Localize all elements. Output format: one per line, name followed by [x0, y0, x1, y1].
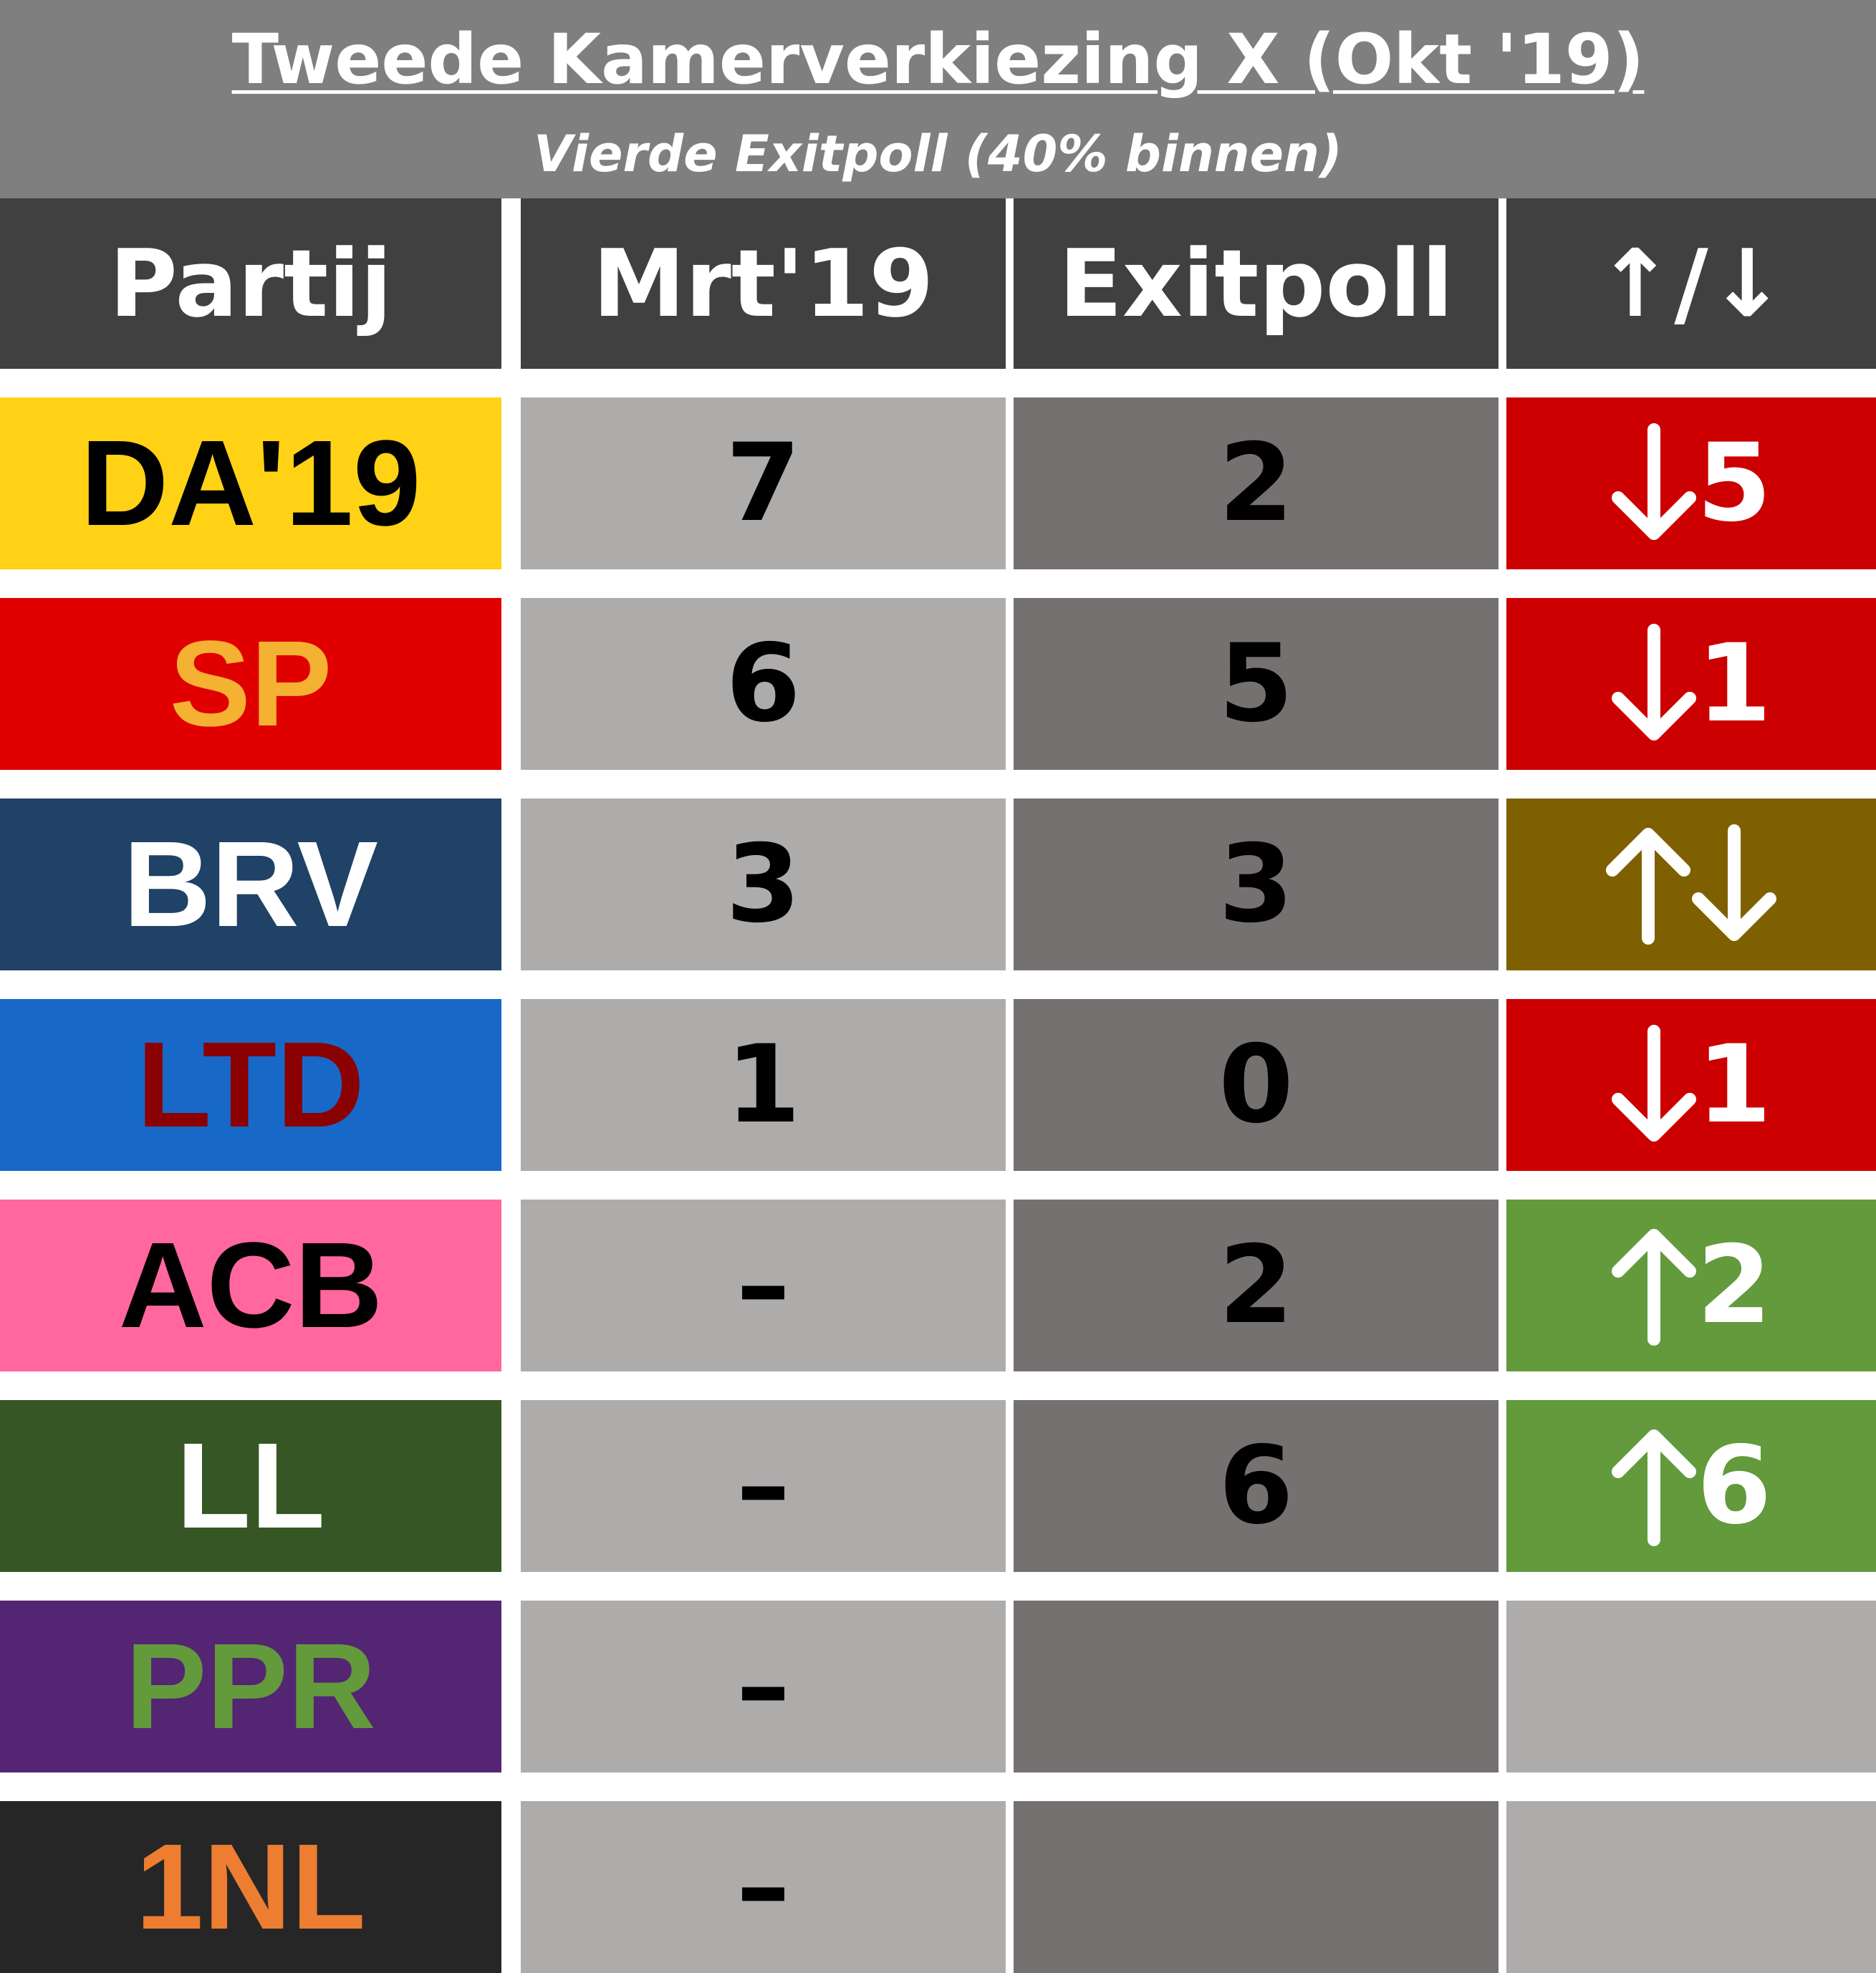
change-value: 1	[1696, 622, 1772, 746]
change-cell: 6	[1506, 1400, 1876, 1572]
exitpoll-seats-value: 3	[1218, 822, 1294, 947]
change-cell	[1506, 799, 1876, 970]
party-name: PPR	[125, 1619, 376, 1755]
party-cell: SP	[0, 598, 501, 770]
change-value: 5	[1696, 421, 1772, 546]
exitpoll-seats-value: 6	[1218, 1424, 1294, 1548]
change-value: 2	[1696, 1223, 1772, 1348]
arrow-up-icon	[1606, 828, 1690, 945]
party-cell: ACB	[0, 1200, 501, 1371]
exitpoll-seats-cell: 2	[1014, 1200, 1499, 1371]
exitpoll-seats-value: 2	[1218, 1223, 1294, 1348]
exitpoll-seats-value: 5	[1218, 622, 1294, 746]
party-name: SP	[169, 616, 332, 752]
previous-seats-cell: –	[521, 1801, 1006, 1973]
previous-seats-value: 1	[726, 1023, 801, 1147]
exitpoll-seats-cell: 6	[1014, 1400, 1499, 1572]
change-cell: 5	[1506, 397, 1876, 569]
previous-seats-cell: –	[521, 1400, 1006, 1572]
column-header-party: Partij	[0, 198, 501, 369]
party-name: 1NL	[135, 1819, 366, 1955]
previous-seats-value: 6	[726, 622, 801, 746]
column-header-previous: Mrt'19	[521, 198, 1006, 369]
previous-seats-value: 3	[726, 822, 801, 947]
column-header-change-label: ↑/↓	[1596, 229, 1786, 338]
column-header-exitpoll: Exitpoll	[1014, 198, 1499, 369]
party-cell: DA'19	[0, 397, 501, 569]
previous-seats-cell: 1	[521, 999, 1006, 1171]
party-name: BRV	[123, 816, 378, 952]
change-value: 1	[1696, 1023, 1772, 1147]
arrow-up-icon	[1611, 1229, 1696, 1346]
party-name: DA'19	[80, 415, 421, 551]
exitpoll-seats-cell: 2	[1014, 397, 1499, 569]
change-cell: 1	[1506, 598, 1876, 770]
arrow-down-icon	[1611, 1025, 1696, 1142]
exitpoll-seats-cell: 5	[1014, 598, 1499, 770]
chart-subtitle: Vierde Exitpoll (40% binnen)	[534, 125, 1342, 183]
party-name: ACB	[118, 1217, 383, 1354]
change-cell: 2	[1506, 1200, 1876, 1371]
change-value: 6	[1696, 1424, 1772, 1548]
party-cell: LL	[0, 1400, 501, 1572]
arrow-down-icon	[1611, 624, 1696, 741]
exitpoll-seats-value: 2	[1218, 421, 1294, 546]
previous-seats-value: –	[736, 1825, 790, 1949]
exitpoll-seats-value: 0	[1218, 1023, 1294, 1147]
previous-seats-cell: 7	[521, 397, 1006, 569]
arrow-up-icon	[1611, 1429, 1696, 1546]
previous-seats-cell: 6	[521, 598, 1006, 770]
party-cell: 1NL	[0, 1801, 501, 1973]
change-cell: 1	[1506, 999, 1876, 1171]
chart-title: Tweede Kamerverkiezing X (Okt '19)	[231, 19, 1645, 100]
party-name: LL	[176, 1418, 325, 1554]
previous-seats-cell: 3	[521, 799, 1006, 970]
previous-seats-value: –	[736, 1223, 790, 1348]
exitpoll-seats-cell: 3	[1014, 799, 1499, 970]
party-cell: LTD	[0, 999, 501, 1171]
exitpoll-seats-cell: 0	[1014, 999, 1499, 1171]
previous-seats-value: –	[736, 1424, 790, 1548]
change-cell	[1506, 1601, 1876, 1772]
arrow-down-icon	[1611, 423, 1696, 540]
arrow-down-icon	[1692, 824, 1776, 941]
title-banner: Tweede Kamerverkiezing X (Okt '19) Vierd…	[0, 0, 1876, 198]
party-cell: BRV	[0, 799, 501, 970]
change-cell	[1506, 1801, 1876, 1973]
exitpoll-seats-cell	[1014, 1801, 1499, 1973]
previous-seats-cell: –	[521, 1200, 1006, 1371]
party-name: LTD	[137, 1017, 365, 1153]
party-cell: PPR	[0, 1601, 501, 1772]
previous-seats-value: –	[736, 1624, 790, 1749]
previous-seats-cell: –	[521, 1601, 1006, 1772]
column-header-change: ↑/↓	[1506, 198, 1876, 369]
previous-seats-value: 7	[726, 421, 801, 546]
exitpoll-seats-cell	[1014, 1601, 1499, 1772]
